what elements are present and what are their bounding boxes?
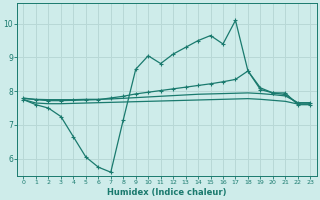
- X-axis label: Humidex (Indice chaleur): Humidex (Indice chaleur): [107, 188, 227, 197]
